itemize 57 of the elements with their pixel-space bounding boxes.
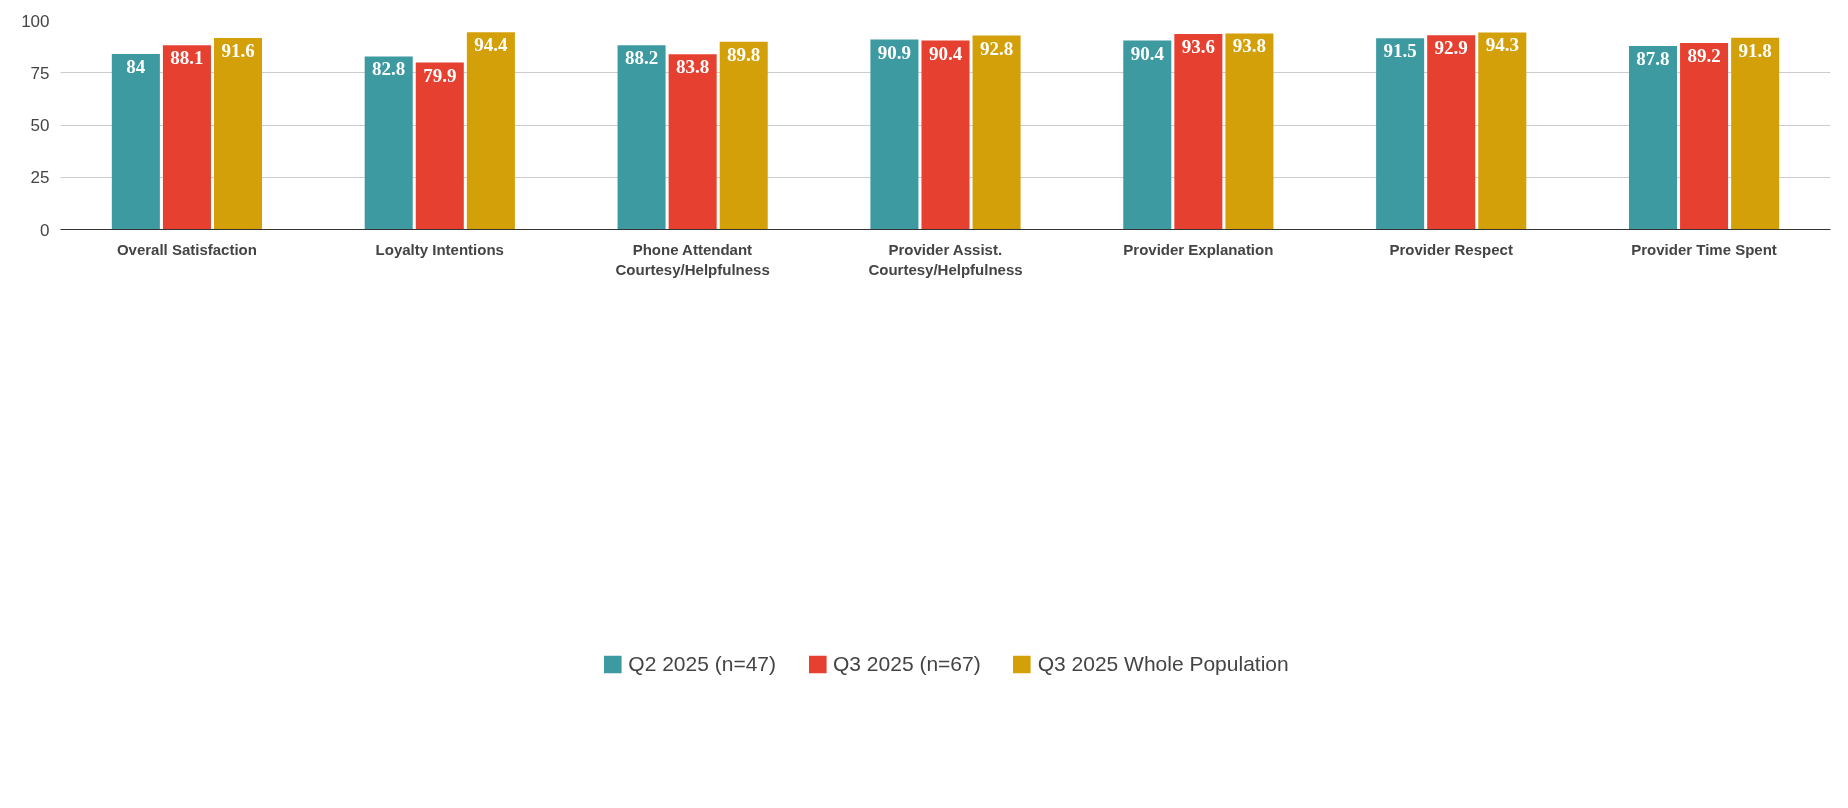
data-label: 91.6 (221, 40, 255, 62)
data-label: 88.2 (624, 47, 659, 69)
data-label: 91.5 (1383, 40, 1417, 62)
data-label: 82.8 (372, 58, 406, 80)
data-label: 89.2 (1687, 45, 1721, 67)
bar (364, 56, 413, 230)
data-label: 90.9 (877, 41, 912, 63)
x-tick-label: Loyalty Intentions (375, 240, 504, 258)
bar (1731, 37, 1780, 230)
data-label: 90.4 (1130, 42, 1165, 64)
data-label: 92.8 (979, 37, 1014, 59)
legend-label: Q2 2025 (n=47) (628, 652, 776, 676)
data-label: 94.3 (1485, 34, 1519, 56)
bar (1680, 43, 1729, 230)
data-label: 84 (126, 55, 146, 77)
bar (1376, 38, 1425, 230)
data-label: 93.6 (1181, 35, 1215, 57)
x-tick-label: Provider Explanation (1123, 240, 1274, 258)
bar (1174, 33, 1223, 230)
data-label: 90.4 (928, 42, 963, 64)
legend-label: Q3 2025 Whole Population (1037, 652, 1289, 676)
legend-label: Q3 2025 (n=67) (832, 652, 981, 676)
bar (1628, 46, 1678, 230)
bar (466, 32, 515, 230)
bar (1427, 35, 1476, 230)
data-label: 79.9 (423, 64, 457, 86)
bar (921, 40, 970, 230)
data-label: 89.8 (727, 43, 761, 65)
bar (668, 54, 717, 230)
x-tick-label: Phone Attendant Courtesy/Helpfulness (615, 240, 770, 278)
y-tick-label: 75 (30, 63, 50, 83)
data-label: 87.8 (1636, 48, 1670, 69)
y-tick-label: 25 (30, 168, 50, 188)
bar (415, 62, 464, 230)
bar (1478, 32, 1527, 230)
y-tick-label: 100 (21, 11, 50, 31)
data-label: 92.9 (1434, 37, 1468, 59)
bar (213, 38, 263, 230)
data-label: 93.8 (1232, 35, 1267, 57)
y-tick-label: 50 (30, 116, 50, 135)
x-tick-label: Overall Satisfaction (116, 240, 257, 258)
y-tick-label: 0 (40, 220, 50, 240)
x-tick-label: Provider Respect (1389, 240, 1513, 258)
bar (1123, 40, 1172, 230)
bar (617, 45, 666, 230)
data-label: 94.4 (474, 34, 508, 56)
x-tick-label: Provider Time Spent (1631, 240, 1777, 258)
x-tick-label: Provider Assist. Courtesy/Helpfulness (868, 240, 1023, 278)
bar (972, 35, 1021, 230)
data-label: 91.8 (1738, 39, 1772, 61)
bar (1225, 33, 1274, 230)
data-label: 88.1 (170, 47, 204, 69)
bar (870, 39, 919, 230)
bar (719, 41, 768, 230)
bar (111, 53, 160, 230)
data-label: 83.8 (676, 56, 710, 78)
bar (162, 45, 211, 230)
